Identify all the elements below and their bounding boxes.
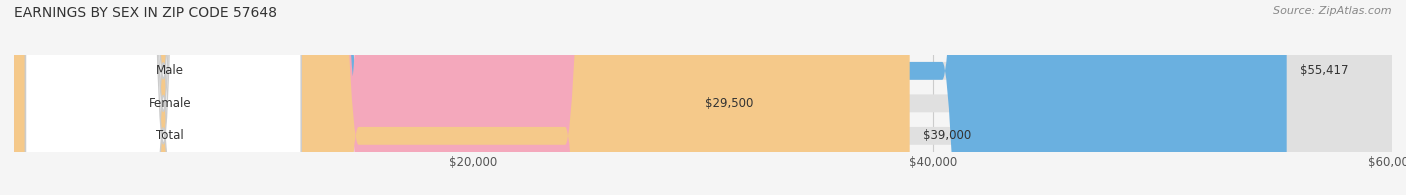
FancyBboxPatch shape (25, 0, 301, 195)
FancyBboxPatch shape (14, 0, 1392, 195)
Text: $55,417: $55,417 (1301, 64, 1348, 77)
FancyBboxPatch shape (25, 0, 301, 195)
FancyBboxPatch shape (14, 0, 910, 195)
FancyBboxPatch shape (14, 0, 1392, 195)
FancyBboxPatch shape (25, 0, 301, 195)
FancyBboxPatch shape (14, 0, 692, 195)
Text: EARNINGS BY SEX IN ZIP CODE 57648: EARNINGS BY SEX IN ZIP CODE 57648 (14, 6, 277, 20)
Text: $29,500: $29,500 (706, 97, 754, 110)
Text: $39,000: $39,000 (924, 129, 972, 142)
Text: Source: ZipAtlas.com: Source: ZipAtlas.com (1274, 6, 1392, 16)
Text: Total: Total (156, 129, 184, 142)
Text: Female: Female (149, 97, 191, 110)
FancyBboxPatch shape (14, 0, 1392, 195)
Text: Male: Male (156, 64, 184, 77)
FancyBboxPatch shape (14, 0, 1286, 195)
